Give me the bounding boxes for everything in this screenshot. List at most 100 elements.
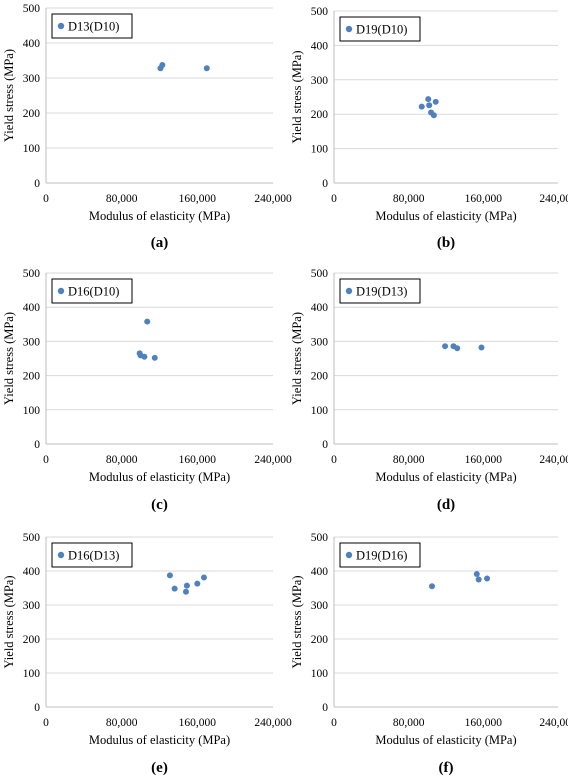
x-tick-label: 80,000 [106, 717, 138, 729]
y-axis-title: Yield stress (MPa) [2, 312, 16, 405]
legend-box [339, 542, 421, 568]
y-tick-label: 0 [34, 178, 40, 190]
y-tick-label: 400 [311, 566, 329, 578]
y-axis-title: Yield stress (MPa) [2, 575, 16, 668]
x-tick-label: 80,000 [393, 717, 425, 729]
data-point [171, 585, 178, 592]
legend-marker [57, 551, 65, 559]
y-tick-label: 100 [23, 405, 41, 417]
y-axis-title: Yield stress (MPa) [2, 49, 16, 142]
y-tick-label: 100 [311, 144, 329, 156]
x-axis-title: Modulus of elasticity (MPa) [375, 209, 516, 223]
data-point [203, 65, 210, 72]
data-point [429, 583, 435, 590]
panel-label: (d) [437, 497, 455, 513]
y-tick-label: 400 [23, 566, 41, 578]
data-point [432, 98, 439, 105]
data-point [418, 103, 425, 110]
y-tick-label: 100 [23, 143, 41, 155]
data-point [442, 343, 449, 350]
data-point [159, 62, 166, 69]
legend-box [51, 542, 133, 568]
x-tick-label: 240,000 [539, 454, 568, 466]
chart-panel-a: 0 100 200 300 400 500 0 80,000 160,000 240,000 Mod… [2, 3, 292, 251]
x-tick-label: 0 [331, 717, 337, 729]
x-tick-label: 0 [43, 454, 49, 466]
panel-label: (b) [437, 235, 455, 251]
legend-box [339, 16, 421, 42]
y-tick-label: 300 [311, 600, 329, 612]
y-tick-label: 400 [311, 40, 329, 52]
x-tick-label: 80,000 [106, 193, 138, 205]
data-point [194, 580, 201, 587]
data-point [183, 582, 190, 589]
panel-label: (f) [439, 760, 454, 776]
legend-box [51, 13, 133, 39]
y-tick-label: 500 [311, 6, 329, 18]
x-tick-label: 0 [331, 193, 337, 205]
panel-label: (c) [151, 497, 168, 513]
y-tick-label: 300 [311, 336, 329, 348]
data-point [478, 344, 485, 351]
legend-label: D19(D10) [356, 23, 407, 37]
chart-panel-e: 0 100 200 300 400 500 0 80,000 160,000 240,000 Mod… [2, 532, 292, 776]
y-tick-label: 0 [34, 702, 40, 714]
y-tick-label: 500 [23, 532, 41, 544]
chart-panel-d: 0 100 200 300 400 500 0 80,000 160,000 240,000 Mod… [290, 268, 568, 513]
y-tick-label: 200 [23, 634, 41, 646]
y-tick-label: 0 [322, 439, 328, 451]
legend-marker [57, 287, 65, 295]
x-tick-label: 240,000 [539, 717, 568, 729]
legend-label: D19(D13) [356, 285, 407, 299]
y-tick-label: 300 [23, 73, 41, 85]
y-tick-label: 400 [23, 302, 41, 314]
data-point [200, 574, 207, 581]
x-tick-label: 160,000 [179, 717, 217, 729]
y-tick-label: 200 [311, 371, 329, 383]
y-tick-label: 400 [311, 302, 329, 314]
y-tick-label: 100 [311, 668, 329, 680]
y-axis-title: Yield stress (MPa) [290, 50, 304, 143]
y-tick-label: 200 [23, 108, 41, 120]
y-tick-label: 0 [34, 439, 40, 451]
chart-panel-f: 0 100 200 300 400 500 0 80,000 160,000 240,000 Mod… [290, 532, 568, 776]
x-tick-label: 160,000 [465, 193, 503, 205]
x-axis-title: Modulus of elasticity (MPa) [375, 733, 516, 747]
legend-label: D19(D16) [356, 549, 407, 563]
legend-box [339, 278, 421, 304]
chart-panel-c: 0 100 200 300 400 500 0 80,000 160,000 240,000 Mod… [2, 268, 292, 513]
legend-box [51, 278, 133, 304]
x-tick-label: 240,000 [254, 454, 292, 466]
data-point [475, 576, 482, 583]
data-point [484, 575, 491, 582]
x-tick-label: 80,000 [393, 193, 425, 205]
y-tick-label: 300 [23, 336, 41, 348]
data-point [425, 96, 432, 103]
y-tick-label: 400 [23, 38, 41, 50]
y-tick-label: 0 [322, 178, 328, 190]
data-point [430, 112, 437, 119]
x-tick-label: 160,000 [465, 717, 503, 729]
legend-label: D13(D10) [68, 20, 119, 34]
y-tick-label: 500 [311, 268, 329, 280]
legend-label: D16(D10) [68, 285, 119, 299]
x-tick-label: 240,000 [254, 717, 292, 729]
x-tick-label: 0 [331, 454, 337, 466]
y-tick-label: 100 [23, 668, 41, 680]
data-point [426, 102, 433, 109]
chart-panel-b: 0 100 200 300 400 500 0 80,000 160,000 240,000 Mod… [290, 6, 568, 251]
panel-label: (e) [151, 760, 168, 776]
x-tick-label: 80,000 [106, 454, 138, 466]
legend-marker [345, 25, 353, 33]
data-point [144, 318, 151, 325]
y-tick-label: 500 [311, 532, 329, 544]
x-tick-label: 80,000 [393, 454, 425, 466]
legend-marker [57, 22, 65, 30]
data-point [151, 354, 158, 361]
y-tick-label: 100 [311, 405, 329, 417]
x-tick-label: 0 [43, 193, 49, 205]
y-tick-label: 200 [23, 371, 41, 383]
x-axis-title: Modulus of elasticity (MPa) [89, 733, 230, 747]
x-axis-title: Modulus of elasticity (MPa) [89, 470, 230, 484]
